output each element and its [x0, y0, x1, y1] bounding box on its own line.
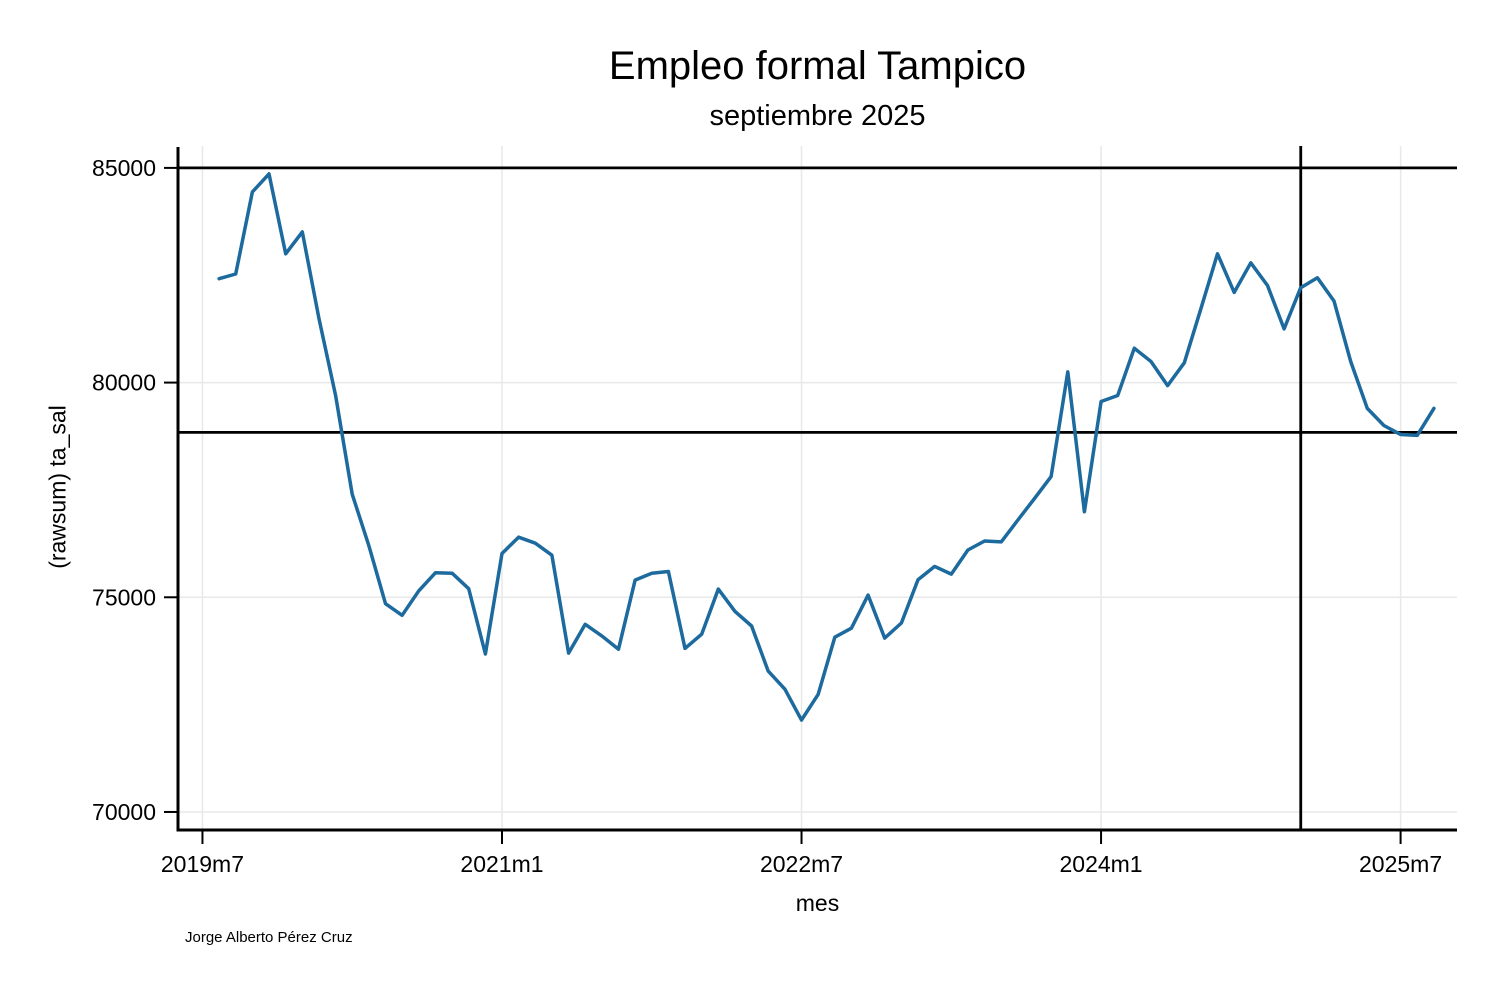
chart-subtitle: septiembre 2025 [709, 100, 926, 132]
y-axis-title: (rawsum) ta_sal [44, 405, 71, 569]
y-tick-label: 85000 [92, 155, 156, 181]
x-tick-label: 2021m1 [460, 851, 543, 877]
y-tick-label: 80000 [92, 370, 156, 396]
y-tick-label: 75000 [92, 584, 156, 610]
x-tick-label: 2024m1 [1059, 851, 1142, 877]
chart-title: Empleo formal Tampico [608, 44, 1027, 88]
x-tick-label: 2019m7 [161, 851, 244, 877]
employment-series-line [217, 172, 1436, 722]
author-credit: Jorge Alberto Pérez Cruz [185, 929, 353, 946]
x-axis-title: mes [795, 890, 840, 916]
y-tick-label: 70000 [92, 799, 156, 825]
x-tick-label: 2022m7 [760, 851, 843, 877]
x-tick-label: 2025m7 [1359, 851, 1442, 877]
